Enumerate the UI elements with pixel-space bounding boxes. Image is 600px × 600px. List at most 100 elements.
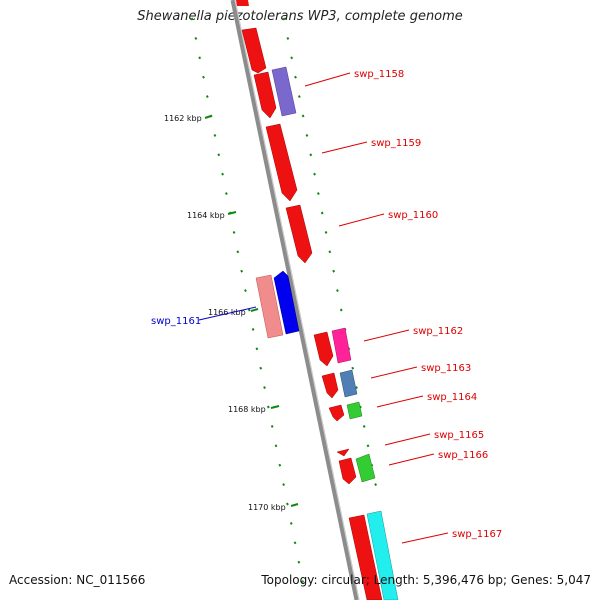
- genome-backbone-highlight: [234, 0, 360, 600]
- gene-label-swp-1158[interactable]: swp_1158: [354, 69, 404, 80]
- gene-feature-red[interactable]: [253, 71, 277, 119]
- callout-line-swp-1163: [370, 366, 418, 379]
- gene-feature-red[interactable]: [321, 372, 339, 399]
- inner-tick-mark: [286, 502, 289, 506]
- outer-tick-mark: [328, 250, 332, 254]
- gene-label-swp-1163[interactable]: swp_1163: [421, 363, 471, 374]
- gene-feature-green[interactable]: [346, 401, 363, 420]
- gene-label-swp-1165[interactable]: swp_1165: [434, 430, 484, 441]
- outer-tick-mark: [336, 289, 339, 293]
- outer-tick-mark: [297, 95, 301, 99]
- inner-tick-mark: [259, 366, 263, 370]
- inner-tick-mark: [282, 483, 286, 487]
- callout-line-swp-1161: [198, 306, 257, 321]
- inner-tick-mark: [232, 230, 236, 234]
- inner-tick-mark: [301, 580, 305, 584]
- inner-tick-mark: [247, 308, 251, 312]
- outer-tick-mark: [332, 269, 336, 273]
- callout-line-swp-1164: [376, 395, 424, 408]
- genome-backbone: [230, 0, 360, 600]
- callout-line-swp-1159: [321, 141, 368, 154]
- kbp-label-1162: 1162 kbp: [164, 114, 202, 123]
- inner-tick-mark: [209, 114, 213, 118]
- gene-label-swp-1161[interactable]: swp_1161: [151, 316, 201, 327]
- inner-tick-mark: [255, 347, 259, 351]
- inner-tick-mark: [190, 17, 194, 21]
- kbp-tick-1164: [227, 211, 237, 215]
- gene-feature-red[interactable]: [236, 0, 249, 6]
- kbp-label-1168: 1168 kbp: [228, 405, 266, 414]
- outer-tick-mark: [374, 483, 378, 487]
- kbp-tick-1168: [270, 405, 280, 409]
- outer-tick-mark: [282, 17, 286, 21]
- outer-tick-mark: [309, 153, 313, 157]
- gene-callout-lines: [198, 72, 449, 544]
- features: [236, 0, 399, 600]
- outer-tick-mark: [286, 36, 290, 40]
- gene-feature-magenta[interactable]: [331, 327, 352, 364]
- accession-text: Accession: NC_011566: [9, 573, 146, 587]
- inner-tick-mark: [251, 327, 255, 331]
- gene-feature-red[interactable]: [348, 514, 383, 600]
- kbp-tick-1162: [204, 115, 212, 119]
- callout-line-swp-1158: [304, 72, 351, 87]
- gene-feature-cyan[interactable]: [366, 510, 399, 600]
- inner-tick-mark: [263, 386, 266, 390]
- outer-tick-mark: [339, 308, 343, 312]
- kbp-label-1164: 1164 kbp: [187, 211, 225, 220]
- gene-feature-green[interactable]: [355, 453, 376, 483]
- inner-tick-mark: [194, 36, 198, 40]
- topology-text: Topology: circular; Length: 5,396,476 bp…: [261, 573, 591, 587]
- outer-tick-mark: [324, 230, 328, 234]
- inner-tick-mark: [240, 269, 244, 273]
- outer-tick-mark: [316, 192, 320, 196]
- gene-label-swp-1167[interactable]: swp_1167: [452, 529, 502, 540]
- outer-tick-mark: [320, 211, 324, 215]
- inner-tick-mark: [213, 133, 217, 137]
- outer-tick-mark: [290, 56, 294, 60]
- genome-title: Shewanella piezotolerans WP3, complete g…: [137, 9, 463, 24]
- gene-feature-red[interactable]: [328, 404, 345, 422]
- inner-tick-mark: [289, 521, 293, 525]
- outer-tick-mark: [301, 114, 305, 118]
- inner-tick-mark: [221, 172, 224, 176]
- gene-feature-blue[interactable]: [273, 270, 300, 335]
- inner-tick-mark: [266, 405, 270, 409]
- outer-tick-mark: [313, 172, 316, 176]
- outer-tick-mark: [294, 75, 297, 79]
- inner-tick-mark: [217, 153, 221, 157]
- callout-line-swp-1167: [401, 532, 449, 544]
- gene-label-swp-1166[interactable]: swp_1166: [438, 450, 488, 461]
- outer-tick-mark: [366, 444, 370, 448]
- gene-feature-red[interactable]: [336, 448, 350, 457]
- callout-line-swp-1165: [384, 433, 431, 446]
- callout-line-swp-1162: [363, 329, 410, 342]
- inner-tick-mark: [205, 95, 209, 99]
- gene-label-swp-1159[interactable]: swp_1159: [371, 138, 421, 149]
- inner-tick-mark: [278, 463, 282, 467]
- gene-feature-steelblue[interactable]: [339, 369, 358, 398]
- inner-tick-mark: [244, 289, 247, 293]
- inner-tick-mark: [202, 75, 205, 79]
- inner-tick-mark: [224, 192, 228, 196]
- outer-tick-mark: [351, 366, 355, 370]
- gene-feature-red[interactable]: [313, 331, 334, 367]
- gene-label-swp-1164[interactable]: swp_1164: [427, 392, 477, 403]
- gene-feature-red[interactable]: [285, 204, 313, 264]
- gene-feature-pink[interactable]: [255, 274, 284, 339]
- outer-tick-mark: [305, 133, 309, 137]
- gene-feature-red[interactable]: [338, 457, 357, 485]
- gene-label-swp-1162[interactable]: swp_1162: [413, 326, 463, 337]
- gene-feature-purple[interactable]: [271, 66, 297, 117]
- kbp-tick-1170: [290, 503, 299, 507]
- gene-label-swp-1160[interactable]: swp_1160: [388, 210, 438, 221]
- gene-feature-red[interactable]: [241, 27, 267, 74]
- callout-line-swp-1160: [338, 213, 385, 227]
- inner-tick-mark: [198, 56, 202, 60]
- kbp-label-1166: 1166 kbp: [208, 308, 246, 317]
- kbp-label-1170: 1170 kbp: [248, 503, 286, 512]
- gene-feature-red[interactable]: [265, 123, 298, 202]
- inner-tick-mark: [293, 541, 297, 545]
